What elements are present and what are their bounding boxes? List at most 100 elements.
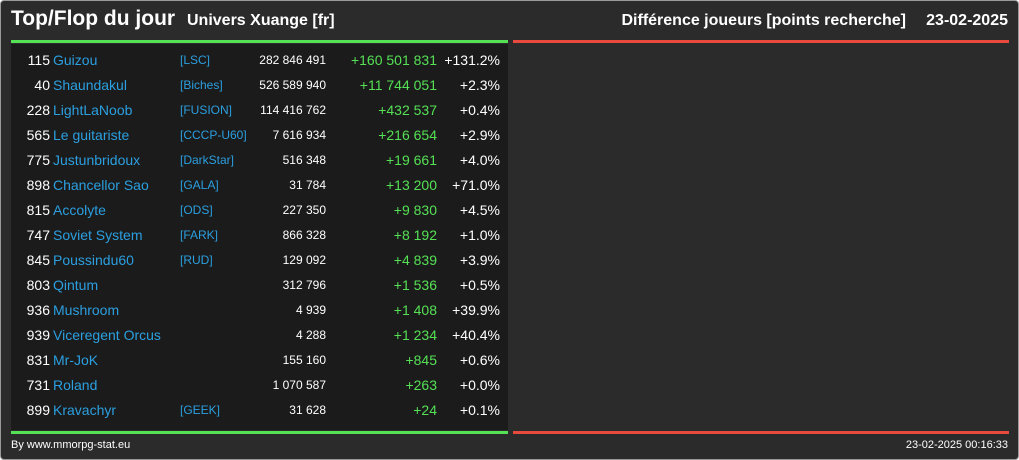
- rank-cell: 40: [34, 77, 50, 93]
- player-name-link[interactable]: Kravachyr: [53, 402, 117, 418]
- table-row: 115 Guizou [LSC] 282 846 491 +160 501 831 +13…: [11, 48, 508, 73]
- bottom-divider-red: [513, 431, 1009, 434]
- table-row: 845 Poussindu60 [RUD] 129 092 +4 839 +3.9%: [11, 248, 508, 273]
- player-name-link[interactable]: Mushroom: [53, 302, 120, 318]
- difference-cell: +11 744 051: [359, 77, 437, 93]
- page-title: Top/Flop du jour: [11, 7, 176, 30]
- rank-cell: 936: [26, 302, 50, 318]
- points-cell: 4 939: [295, 303, 326, 317]
- percent-change-cell: +131.2%: [444, 52, 500, 68]
- flop-players-table: [513, 44, 1009, 430]
- rank-cell: 899: [26, 402, 50, 418]
- difference-cell: +216 654: [378, 127, 437, 143]
- difference-cell: +24: [413, 402, 437, 418]
- top-divider-green: [11, 40, 508, 43]
- universe-label: Univers Xuange [fr]: [187, 12, 335, 29]
- difference-cell: +160 501 831: [350, 52, 437, 68]
- metric-label: Différence joueurs [points recherche]: [621, 12, 906, 29]
- table-row: 775 Justunbridoux [DarkStar] 516 348 +19 661…: [11, 148, 508, 173]
- difference-cell: +8 192: [393, 227, 437, 243]
- rank-cell: 939: [26, 327, 50, 343]
- rank-cell: 565: [26, 127, 50, 143]
- alliance-tag-link[interactable]: [GEEK]: [180, 403, 221, 417]
- points-cell: 155 160: [282, 353, 326, 367]
- difference-cell: +13 200: [386, 177, 437, 193]
- alliance-tag-link[interactable]: [GALA]: [180, 178, 219, 192]
- difference-cell: +263: [405, 377, 437, 393]
- percent-change-cell: +0.0%: [459, 377, 500, 393]
- points-cell: 129 092: [282, 253, 326, 267]
- player-name-link[interactable]: Poussindu60: [53, 252, 134, 268]
- percent-change-cell: +39.9%: [452, 302, 500, 318]
- points-cell: 7 616 934: [272, 128, 326, 142]
- alliance-tag-link[interactable]: [CCCP-U60]: [180, 128, 247, 142]
- date-label: 23-02-2025: [926, 12, 1008, 29]
- player-name-link[interactable]: Roland: [53, 377, 98, 393]
- player-name-link[interactable]: LightLaNoob: [53, 102, 133, 118]
- points-cell: 526 589 940: [259, 78, 326, 92]
- points-cell: 31 784: [289, 178, 326, 192]
- percent-change-cell: +2.9%: [459, 127, 500, 143]
- table-row: 228 LightLaNoob [FUSION] 114 416 762 +432 53…: [11, 98, 508, 123]
- footer-credit-link[interactable]: By www.mmorpg-stat.eu: [11, 439, 131, 451]
- alliance-tag-link[interactable]: [Biches]: [180, 78, 223, 92]
- alliance-tag-link[interactable]: [FARK]: [180, 228, 219, 242]
- player-name-link[interactable]: Shaundakul: [53, 77, 127, 93]
- top-players-table: 115 Guizou [LSC] 282 846 491 +160 501 831 +13…: [11, 44, 508, 430]
- table-row: 40 Shaundakul [Biches] 526 589 940 +11 744 0…: [11, 73, 508, 98]
- table-row: 831 Mr-JoK 155 160 +845 +0.6%: [11, 348, 508, 373]
- rank-cell: 731: [26, 377, 50, 393]
- player-name-link[interactable]: Justunbridoux: [53, 152, 141, 168]
- player-name-link[interactable]: Chancellor Sao: [53, 177, 149, 193]
- rank-cell: 775: [26, 152, 50, 168]
- difference-cell: +1 408: [393, 302, 437, 318]
- player-name-link[interactable]: Mr-JoK: [53, 352, 99, 368]
- table-row: 803 Qintum 312 796 +1 536 +0.5%: [11, 273, 508, 298]
- percent-change-cell: +4.5%: [459, 202, 500, 218]
- table-row: 747 Soviet System [FARK] 866 328 +8 192 +1.0%: [11, 223, 508, 248]
- rank-cell: 815: [26, 202, 50, 218]
- alliance-tag-link[interactable]: [ODS]: [180, 203, 213, 217]
- player-name-link[interactable]: Viceregent Orcus: [53, 327, 161, 343]
- alliance-tag-link[interactable]: [FUSION]: [180, 103, 233, 117]
- table-row: 565 Le guitariste [CCCP-U60] 7 616 934 +216 …: [11, 123, 508, 148]
- player-name-link[interactable]: Accolyte: [53, 202, 106, 218]
- difference-cell: +845: [405, 352, 437, 368]
- player-name-link[interactable]: Qintum: [53, 277, 99, 293]
- table-row: 936 Mushroom 4 939 +1 408 +39.9%: [11, 298, 508, 323]
- player-name-link[interactable]: Le guitariste: [53, 127, 130, 143]
- difference-cell: +432 537: [378, 102, 437, 118]
- alliance-tag-link[interactable]: [RUD]: [180, 253, 213, 267]
- difference-cell: +19 661: [386, 152, 437, 168]
- points-cell: 516 348: [282, 153, 326, 167]
- table-row: 899 Kravachyr [GEEK] 31 628 +24 +0.1%: [11, 398, 508, 423]
- percent-change-cell: +2.3%: [459, 77, 500, 93]
- percent-change-cell: +0.1%: [459, 402, 500, 418]
- table-row: 731 Roland 1 070 587 +263 +0.0%: [11, 373, 508, 398]
- percent-change-cell: +1.0%: [459, 227, 500, 243]
- rank-cell: 898: [26, 177, 50, 193]
- rank-cell: 228: [26, 102, 50, 118]
- bottom-divider-green: [11, 431, 508, 434]
- points-cell: 282 846 491: [259, 53, 326, 67]
- percent-change-cell: +71.0%: [452, 177, 500, 193]
- alliance-tag-link[interactable]: [DarkStar]: [180, 153, 235, 167]
- top-divider-red: [513, 40, 1009, 43]
- rank-cell: 845: [26, 252, 50, 268]
- percent-change-cell: +4.0%: [459, 152, 500, 168]
- points-cell: 312 796: [282, 278, 326, 292]
- percent-change-cell: +0.6%: [459, 352, 500, 368]
- table-row: 939 Viceregent Orcus 4 288 +1 234 +40.4%: [11, 323, 508, 348]
- points-cell: 31 628: [289, 403, 326, 417]
- percent-change-cell: +3.9%: [459, 252, 500, 268]
- points-cell: 866 328: [282, 228, 326, 242]
- difference-cell: +4 839: [393, 252, 437, 268]
- alliance-tag-link[interactable]: [LSC]: [180, 53, 211, 67]
- points-cell: 227 350: [282, 203, 326, 217]
- difference-cell: +9 830: [393, 202, 437, 218]
- player-name-link[interactable]: Soviet System: [53, 227, 143, 243]
- player-name-link[interactable]: Guizou: [53, 52, 98, 68]
- difference-cell: +1 234: [393, 327, 437, 343]
- rank-cell: 831: [26, 352, 50, 368]
